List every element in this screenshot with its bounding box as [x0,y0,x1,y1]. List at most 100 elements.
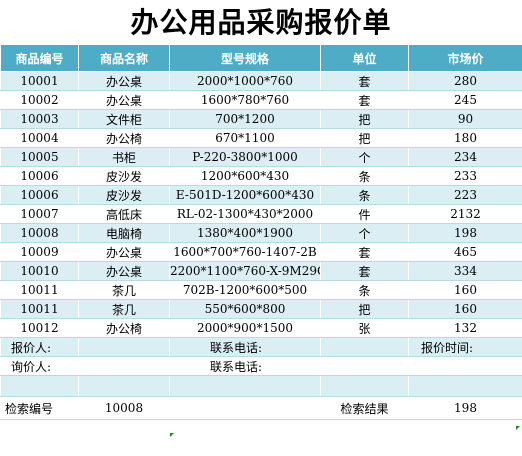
item-price-cell[interactable]: 198 [408,223,522,243]
item-price-cell[interactable]: 334 [408,261,522,281]
item-id-cell[interactable]: 10010 [0,261,79,281]
item-unit-cell[interactable]: 件 [320,204,409,224]
item-price-cell[interactable]: 2132 [408,204,522,224]
item-spec-cell[interactable]: 2000*1000*760 [169,71,321,91]
item-id-cell[interactable]: 10005 [0,147,79,167]
empty-cell[interactable] [169,375,321,397]
item-price-cell[interactable]: 233 [408,166,522,186]
column-header-unit[interactable]: 单位 [320,44,409,72]
sheet-title: 办公用品采购报价单 [130,6,392,39]
item-price-cell[interactable]: 280 [408,71,522,91]
item-price-cell[interactable]: 180 [408,128,522,148]
item-spec-cell[interactable]: 1600*700*760-1407-2B [169,242,321,262]
item-name-cell[interactable]: 茶几 [78,280,170,300]
item-price-cell[interactable]: 160 [408,299,522,319]
item-unit-cell[interactable]: 条 [320,166,409,186]
item-spec-cell[interactable]: 1380*400*1900 [169,223,321,243]
item-unit-cell[interactable]: 套 [320,90,409,110]
item-spec-cell[interactable]: 1600*780*760 [169,90,321,110]
item-name-cell[interactable]: 电脑椅 [78,223,170,243]
item-name-cell[interactable]: 办公椅 [78,128,170,148]
spacer-row [0,375,522,397]
column-header-spec[interactable]: 型号规格 [169,44,321,72]
quoter-row: 报价人: 联系电话: 报价时间: [0,337,522,357]
contact-value-cell-2[interactable] [320,356,409,376]
empty-cell[interactable] [169,396,321,420]
item-spec-cell[interactable]: 2000*900*1500 [169,318,321,338]
cell-comment-marker [516,426,520,430]
search-id-value[interactable]: 10008 [78,396,170,420]
item-spec-cell[interactable]: 670*1100 [169,128,321,148]
quoter-value-cell[interactable] [78,337,170,357]
item-unit-cell[interactable]: 张 [320,318,409,338]
item-name-cell[interactable]: 办公桌 [78,261,170,281]
empty-cell[interactable] [0,375,79,397]
item-id-cell[interactable]: 10003 [0,109,79,129]
item-price-cell[interactable]: 223 [408,185,522,205]
item-id-cell[interactable]: 10007 [0,204,79,224]
quote-time-value-cell[interactable] [408,356,522,376]
item-id-cell[interactable]: 10004 [0,128,79,148]
item-price-cell[interactable]: 465 [408,242,522,262]
item-unit-cell[interactable]: 套 [320,261,409,281]
item-unit-cell[interactable]: 把 [320,109,409,129]
item-spec-cell[interactable]: 702B-1200*600*500 [169,280,321,300]
quoter-label[interactable]: 报价人: [0,337,79,357]
item-unit-cell[interactable]: 套 [320,71,409,91]
item-spec-cell[interactable]: E-501D-1200*600*430 [169,185,321,205]
item-id-cell[interactable]: 10011 [0,299,79,319]
item-price-cell[interactable]: 234 [408,147,522,167]
search-id-label[interactable]: 检索编号 [0,396,79,420]
item-unit-cell[interactable]: 条 [320,280,409,300]
contact-label-1[interactable]: 联系电话: [169,337,321,357]
search-result-value[interactable]: 198 [408,396,522,420]
item-unit-cell[interactable]: 个 [320,147,409,167]
item-name-cell[interactable]: 办公桌 [78,242,170,262]
item-id-cell[interactable]: 10002 [0,90,79,110]
column-header-price[interactable]: 市场价 [408,44,522,72]
item-name-cell[interactable]: 皮沙发 [78,166,170,186]
item-spec-cell[interactable]: 550*600*800 [169,299,321,319]
item-id-cell[interactable]: 10008 [0,223,79,243]
item-id-cell[interactable]: 10006 [0,166,79,186]
item-id-cell[interactable]: 10006 [0,185,79,205]
item-spec-cell[interactable]: RL-02-1300*430*2000 [169,204,321,224]
inquirer-label[interactable]: 询价人: [0,356,79,376]
item-unit-cell[interactable]: 把 [320,128,409,148]
item-unit-cell[interactable]: 把 [320,299,409,319]
item-unit-cell[interactable]: 套 [320,242,409,262]
item-spec-cell[interactable]: 1200*600*430 [169,166,321,186]
item-id-cell[interactable]: 10001 [0,71,79,91]
item-id-cell[interactable]: 10009 [0,242,79,262]
inquirer-value-cell[interactable] [78,356,170,376]
item-name-cell[interactable]: 高低床 [78,204,170,224]
search-result-label[interactable]: 检索结果 [320,396,409,420]
empty-cell[interactable] [78,375,170,397]
item-spec-cell[interactable]: 2200*1100*760-X-9M29C [169,261,321,281]
item-price-cell[interactable]: 160 [408,280,522,300]
item-spec-cell[interactable]: P-220-3800*1000 [169,147,321,167]
item-unit-cell[interactable]: 条 [320,185,409,205]
item-price-cell[interactable]: 90 [408,109,522,129]
contact-value-cell-1[interactable] [320,337,409,357]
item-spec-cell[interactable]: 700*1200 [169,109,321,129]
item-name-cell[interactable]: 皮沙发 [78,185,170,205]
item-name-cell[interactable]: 书柜 [78,147,170,167]
column-header-name[interactable]: 商品名称 [78,44,170,72]
item-name-cell[interactable]: 文件柜 [78,109,170,129]
empty-cell[interactable] [320,375,409,397]
item-name-cell[interactable]: 办公椅 [78,318,170,338]
item-price-cell[interactable]: 245 [408,90,522,110]
contact-label-2[interactable]: 联系电话: [169,356,321,376]
item-id-cell[interactable]: 10012 [0,318,79,338]
item-name-cell[interactable]: 办公桌 [78,90,170,110]
item-price-cell[interactable]: 132 [408,318,522,338]
item-unit-cell[interactable]: 个 [320,223,409,243]
empty-cell[interactable] [408,375,522,397]
column-header-id[interactable]: 商品编号 [0,44,79,72]
item-name-cell[interactable]: 办公桌 [78,71,170,91]
item-id-cell[interactable]: 10011 [0,280,79,300]
item-name-cell[interactable]: 茶几 [78,299,170,319]
table-row: 10004 办公椅 670*1100 把 180 [0,128,522,148]
quote-time-label[interactable]: 报价时间: [408,337,522,357]
